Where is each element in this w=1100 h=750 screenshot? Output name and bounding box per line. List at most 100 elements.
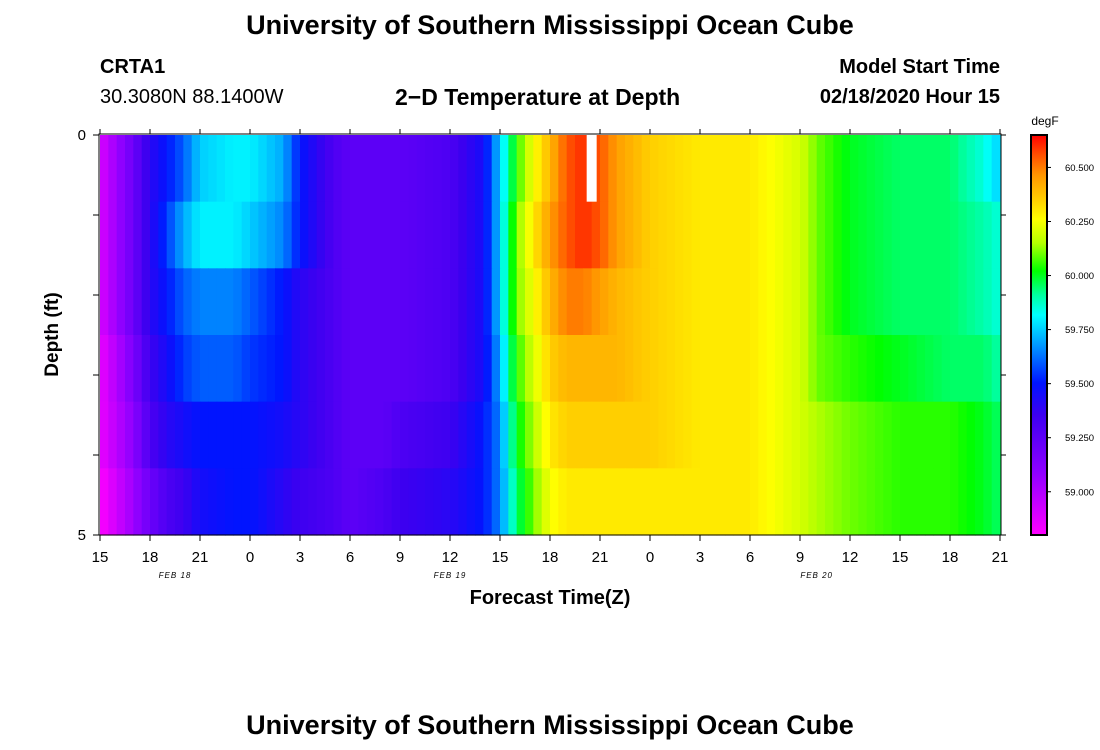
heatmap-cell [741, 201, 751, 269]
station-id: CRTA1 [100, 56, 166, 78]
heatmap-cell [575, 335, 584, 403]
heatmap-cell [650, 268, 659, 336]
heatmap-cell [825, 201, 834, 269]
heatmap-cell [416, 468, 426, 536]
heatmap-cell [708, 468, 718, 536]
heatmap-cell [308, 401, 318, 469]
heatmap-cell [241, 468, 251, 536]
heatmap-cell [483, 401, 493, 469]
heatmap-cell [625, 268, 634, 336]
heatmap-cell [116, 335, 126, 403]
heatmap-cell [425, 468, 434, 536]
heatmap-cell [425, 135, 434, 203]
heatmap-cell [283, 201, 293, 269]
heatmap-cell [333, 401, 343, 469]
heatmap-cell [416, 201, 426, 269]
heatmap-cell [233, 268, 243, 336]
heatmap-cell [158, 401, 168, 469]
heatmap-cell [291, 401, 301, 469]
heatmap-cell [166, 201, 176, 269]
heatmap-cell [616, 401, 626, 469]
heatmap-cell [783, 268, 793, 336]
heatmap-cell [991, 468, 1001, 536]
heatmap-cell [150, 468, 159, 536]
heatmap-cell [841, 468, 851, 536]
heatmap-cell [800, 135, 809, 203]
heatmap-cell [591, 401, 601, 469]
heatmap-cell [450, 201, 459, 269]
heatmap-cell [641, 268, 651, 336]
heatmap-cell [275, 335, 284, 403]
heatmap-cell [733, 401, 743, 469]
heatmap-cell [116, 401, 126, 469]
heatmap-cell [916, 135, 926, 203]
heatmap-cell [208, 335, 218, 403]
heatmap-cell [133, 268, 143, 336]
heatmap-cell [225, 468, 234, 536]
heatmap-cell [916, 268, 926, 336]
heatmap-cell [533, 268, 543, 336]
heatmap-cell [966, 468, 976, 536]
heatmap-cell [516, 135, 526, 203]
heatmap-cell [550, 468, 559, 536]
y-tick-label: 0 [78, 127, 86, 144]
heatmap-cell [333, 468, 343, 536]
colorbar-tick-label: 59.000 [1065, 487, 1094, 498]
heatmap-cell [808, 468, 818, 536]
heatmap-cell [641, 201, 651, 269]
heatmap-cell [666, 135, 676, 203]
heatmap-cell [933, 468, 943, 536]
heatmap-cell [758, 135, 768, 203]
heatmap-cell [716, 468, 726, 536]
heatmap-cell [808, 201, 818, 269]
heatmap-cell [741, 268, 751, 336]
x-tick-label: 15 [492, 549, 509, 566]
heatmap-cell [675, 268, 684, 336]
heatmap-cell [908, 268, 918, 336]
heatmap-cell [908, 135, 918, 203]
x-tick-label: 0 [246, 549, 254, 566]
top-title: University of Southern Mississippi Ocean… [246, 10, 854, 40]
heatmap-cell [216, 268, 226, 336]
heatmap-cell [458, 135, 468, 203]
heatmap-cell [700, 401, 709, 469]
heatmap-cell [725, 201, 734, 269]
heatmap-cell [866, 135, 876, 203]
x-tick-label: 3 [296, 549, 304, 566]
heatmap-cell [675, 135, 684, 203]
x-tick-label: 18 [142, 549, 159, 566]
heatmap-cell [275, 468, 284, 536]
heatmap-cell [975, 135, 984, 203]
heatmap-cell [141, 268, 151, 336]
heatmap-cell [200, 468, 209, 536]
heatmap-cell [283, 268, 293, 336]
heatmap-cell [866, 401, 876, 469]
date-label: FEB 18 [159, 571, 192, 580]
heatmap-cell [708, 201, 718, 269]
heatmap-cell [825, 135, 834, 203]
heatmap-cell [791, 468, 801, 536]
heatmap-cell [366, 468, 376, 536]
heatmap-cell [158, 201, 168, 269]
heatmap-cell [208, 201, 218, 269]
heatmap-cell [558, 468, 568, 536]
heatmap-cell [641, 135, 651, 203]
heatmap-cell [933, 335, 943, 403]
heatmap-cell [500, 135, 509, 203]
heatmap-cell [166, 335, 176, 403]
heatmap-cell [891, 201, 901, 269]
heatmap-cell [933, 268, 943, 336]
heatmap-cell [258, 335, 268, 403]
heatmap-cell [758, 201, 768, 269]
x-axis-label: Forecast Time(Z) [470, 587, 631, 609]
heatmap-cell [333, 201, 343, 269]
heatmap-cell [958, 335, 968, 403]
heatmap-cell [691, 401, 701, 469]
heatmap-cell [966, 201, 976, 269]
heatmap-cell [850, 401, 859, 469]
heatmap-cell [508, 268, 518, 336]
heatmap-cell [116, 135, 126, 203]
bottom-title: University of Southern Mississippi Ocean… [246, 710, 854, 740]
colorbar-gradient [1030, 134, 1048, 536]
heatmap-cell [833, 468, 843, 536]
